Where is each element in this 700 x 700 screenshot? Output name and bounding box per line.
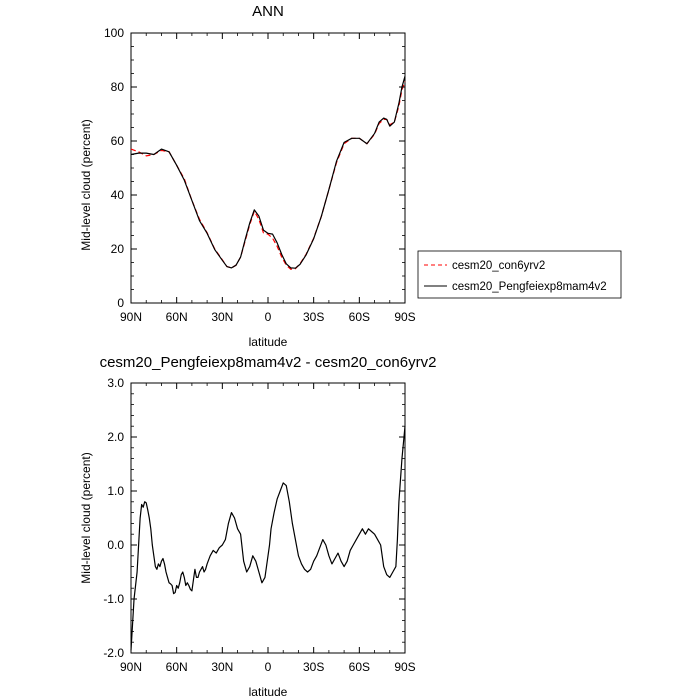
x-tick-label: 90N: [120, 660, 142, 674]
y-axis-label: Mid-level cloud (percent): [79, 452, 93, 583]
panel-difference: cesm20_Pengfeiexp8mam4v2 - cesm20_con6yr…: [79, 354, 436, 699]
panel-annual-mean: ANN 90N 60N 30N 0 30S 60S 90S 0 20 40 60 80 100 lati…: [79, 3, 622, 349]
series-line-1: [130, 426, 406, 651]
legend: cesm20_con6yrv2 cesm20_Pengfeiexp8mam4v2: [417, 250, 622, 299]
x-tick-label: 90N: [120, 310, 142, 324]
y-tick-label: 0.0: [107, 538, 124, 552]
chart-title: ANN: [252, 3, 284, 20]
y-tick-label: -2.0: [103, 646, 124, 660]
y-tick-label: 2.0: [107, 430, 124, 444]
tick-labels: 90N 60N 30N 0 30S 60S 90S 0 20 40 60 80 100: [104, 26, 416, 324]
y-tick-label: 3.0: [107, 376, 124, 390]
plot-area: [130, 32, 406, 304]
y-tick-label: 100: [104, 26, 124, 40]
y-tick-label: -1.0: [103, 592, 124, 606]
tick-marks: [130, 32, 406, 304]
chart-title: cesm20_Pengfeiexp8mam4v2 - cesm20_con6yr…: [100, 354, 437, 371]
legend-label-series-1: cesm20_con6yrv2: [452, 260, 545, 272]
x-tick-label: 60N: [166, 310, 188, 324]
x-tick-label: 30N: [211, 660, 233, 674]
y-tick-label: 40: [111, 188, 125, 202]
x-tick-label: 60S: [349, 660, 370, 674]
x-tick-label: 60S: [349, 310, 370, 324]
tick-marks: [130, 382, 406, 654]
plot-frame: [130, 382, 406, 654]
y-tick-label: 20: [111, 242, 125, 256]
x-axis-label: latitude: [249, 685, 288, 699]
x-tick-label: 30N: [211, 310, 233, 324]
x-tick-label: 0: [265, 310, 272, 324]
series-line-1: [130, 81, 406, 270]
y-axis-label: Mid-level cloud (percent): [79, 119, 93, 250]
tick-labels: 90N 60N 30N 0 30S 60S 90S -2.0 -1.0 0.0 1.0 2.0 3.0: [103, 376, 415, 674]
legend-label-series-2: cesm20_Pengfeiexp8mam4v2: [452, 281, 607, 293]
x-tick-label: 60N: [166, 660, 188, 674]
x-tick-label: 90S: [394, 310, 415, 324]
y-tick-label: 80: [111, 80, 125, 94]
series-line-2: [130, 76, 406, 269]
x-tick-label: 0: [265, 660, 272, 674]
x-tick-label: 30S: [303, 310, 324, 324]
plot-frame: [130, 32, 406, 304]
y-tick-label: 60: [111, 134, 125, 148]
y-tick-label: 0: [117, 296, 124, 310]
legend-box: [417, 250, 622, 299]
x-tick-label: 30S: [303, 660, 324, 674]
x-tick-label: 90S: [394, 660, 415, 674]
y-tick-label: 1.0: [107, 484, 124, 498]
plot-area: [130, 382, 406, 654]
x-axis-label: latitude: [249, 335, 288, 349]
